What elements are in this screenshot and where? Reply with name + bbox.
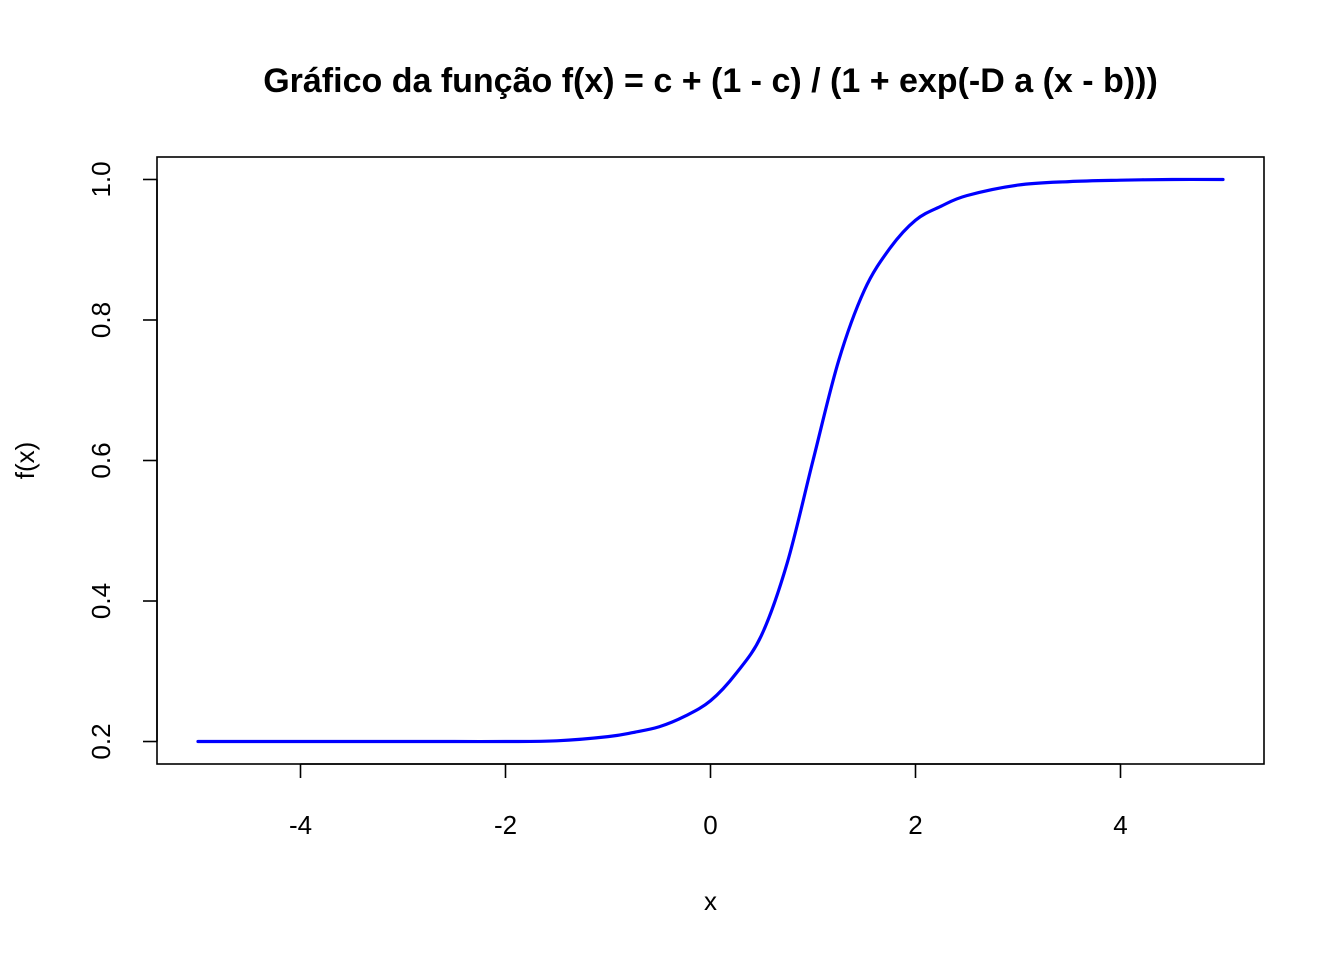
y-tick-label: 1.0 <box>86 161 116 197</box>
y-axis: 0.2 0.4 0.6 0.8 1.0 <box>86 161 158 760</box>
x-tick-label: 0 <box>703 810 717 840</box>
y-tick-label: 0.6 <box>86 442 116 478</box>
x-axis: -4 -2 0 2 4 <box>289 763 1128 840</box>
x-axis-label: x <box>704 886 717 916</box>
y-tick-label: 0.4 <box>86 583 116 619</box>
plot-area-frame <box>156 156 1265 765</box>
chart-title: Gráfico da função f(x) = c + (1 - c) / (… <box>263 62 1158 100</box>
y-tick-label: 0.2 <box>86 723 116 759</box>
x-tick-label: 4 <box>1113 810 1127 840</box>
x-tick-label: -2 <box>494 810 517 840</box>
x-tick-label: -4 <box>289 810 312 840</box>
y-axis-label: f(x) <box>10 442 40 480</box>
x-tick-label: 2 <box>908 810 922 840</box>
y-tick-label: 0.8 <box>86 302 116 338</box>
series-line <box>196 177 1225 744</box>
